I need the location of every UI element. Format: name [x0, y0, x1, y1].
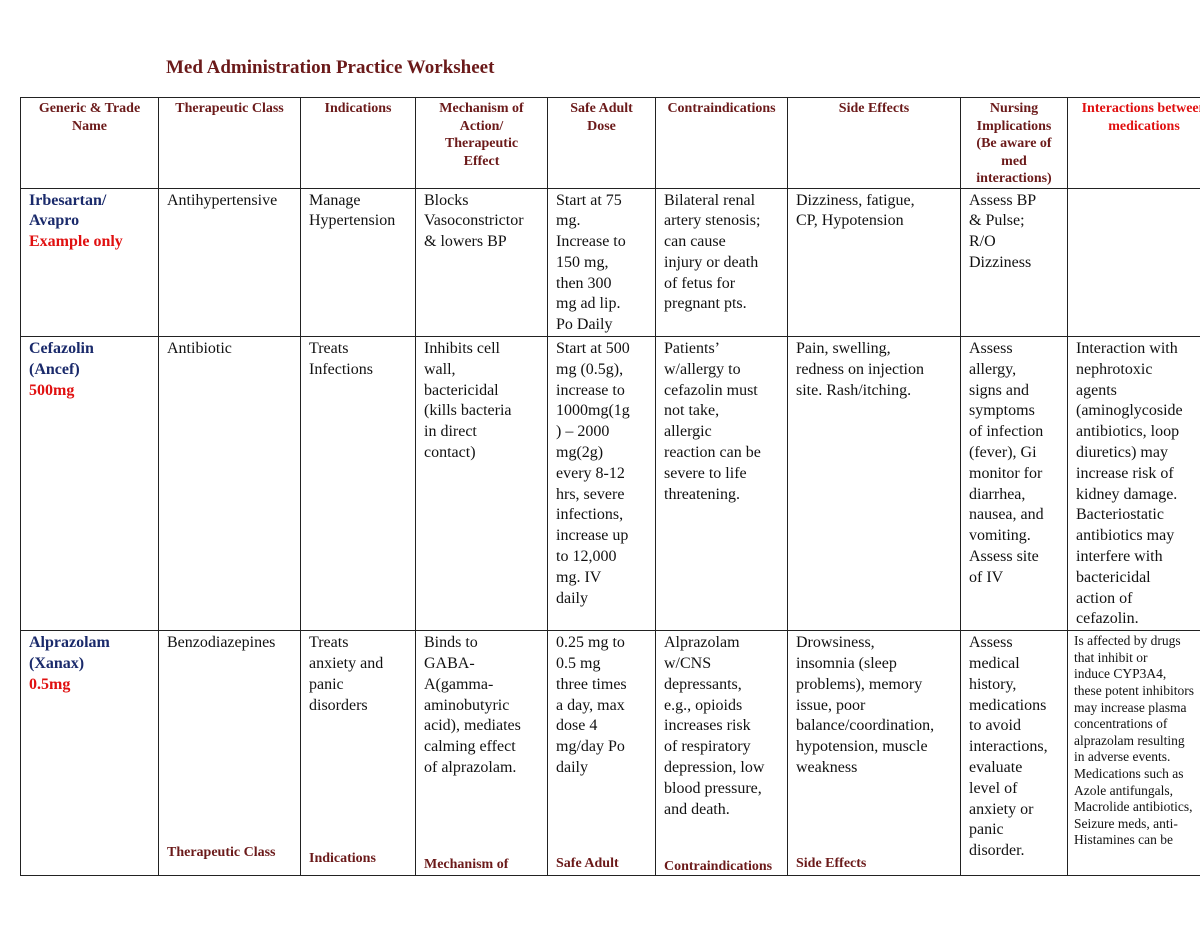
contra-cell: Patients’ w/allergy to cefazolin must no…: [655, 336, 788, 632]
page-title: Med Administration Practice Worksheet: [166, 57, 495, 78]
indications-cell: Treats anxiety and panic disorders Indica…: [300, 630, 416, 877]
drug-name: Irbesartan/ Avapro: [29, 191, 107, 230]
class-cell: Benzodiazepines Therapeutic Class: [158, 630, 301, 877]
header-cell: Contraindications: [655, 97, 788, 189]
contra-cell: Bilateral renal artery stenosis; can cau…: [655, 187, 788, 338]
header-cell: Indications: [300, 97, 416, 189]
contra-cell: Alprazolam w/CNS depressants, e.g., opio…: [655, 630, 788, 877]
mechanism-cell: Binds to GABA- A(gamma- aminobutyric aci…: [415, 630, 548, 877]
ghost-label: Side Effects: [796, 856, 867, 872]
drug-note: 500mg: [29, 381, 75, 399]
indications-cell: Manage Hypertension: [300, 187, 416, 338]
drug-name: Alprazolam (Xanax): [29, 634, 110, 673]
header-cell: Mechanism of Action/ Therapeutic Effect: [415, 97, 548, 189]
mechanism-text: Binds to GABA- A(gamma- aminobutyric aci…: [424, 634, 521, 777]
table-row: Cefazolin (Ancef) 500mg Antibiotic Treat…: [20, 336, 1200, 632]
drug-name-cell: Alprazolam (Xanax) 0.5mg: [20, 630, 159, 877]
header-cell: Interactions between medications: [1067, 97, 1200, 189]
table-row: Alprazolam (Xanax) 0.5mg Benzodiazepines T…: [20, 630, 1200, 877]
header-cell: Therapeutic Class: [158, 97, 301, 189]
indications-cell: Treats Infections: [300, 336, 416, 632]
nursing-cell: Assess BP & Pulse; R/O Dizziness: [960, 187, 1068, 338]
drug-name-cell: Irbesartan/ Avapro Example only: [20, 187, 159, 338]
interactions-cell: Interaction with nephrotoxic agents (ami…: [1067, 336, 1200, 632]
side-text: Drowsiness, insomnia (sleep problems), m…: [796, 634, 935, 777]
indications-text: Treats anxiety and panic disorders: [309, 634, 384, 714]
drug-note: 0.5mg: [29, 675, 71, 693]
drug-name-cell: Cefazolin (Ancef) 500mg: [20, 336, 159, 632]
drug-name: Cefazolin (Ancef): [29, 340, 94, 378]
ghost-label: Indications: [309, 851, 376, 867]
side-effects-cell: Drowsiness, insomnia (sleep problems), m…: [787, 630, 961, 877]
header-cell: Generic & Trade Name: [20, 97, 159, 189]
dose-text: 0.25 mg to 0.5 mg three times a day, max…: [556, 634, 627, 777]
dose-cell: Start at 500 mg (0.5g), increase to 1000…: [547, 336, 656, 632]
header-cell: Side Effects: [787, 97, 961, 189]
header-cell: Nursing Implications (Be aware of med in…: [960, 97, 1068, 189]
class-cell: Antibiotic: [158, 336, 301, 632]
interactions-cell: [1067, 187, 1200, 338]
header-cell: Safe Adult Dose: [547, 97, 656, 189]
side-effects-cell: Pain, swelling, redness on injection sit…: [787, 336, 961, 632]
class-cell: Antihypertensive: [158, 187, 301, 338]
mechanism-cell: Inhibits cell wall, bactericidal (kills …: [415, 336, 548, 632]
interactions-cell: Is affected by drugs that inhibit or ind…: [1067, 630, 1200, 877]
ghost-label: Safe Adult: [556, 856, 619, 872]
drug-note: Example only: [29, 233, 123, 251]
ghost-label: Mechanism of: [424, 857, 509, 873]
table-row: Irbesartan/ Avapro Example only Antihyper…: [20, 187, 1200, 338]
nursing-cell: Assess medical history, medications to a…: [960, 630, 1068, 877]
dose-cell: Start at 75 mg. Increase to 150 mg, then…: [547, 187, 656, 338]
worksheet-table: Generic & Trade Name Therapeutic Class I…: [20, 97, 1200, 877]
ghost-label: Therapeutic Class: [167, 845, 276, 861]
contra-text: Alprazolam w/CNS depressants, e.g., opio…: [664, 634, 765, 818]
side-effects-cell: Dizziness, fatigue, CP, Hypotension: [787, 187, 961, 338]
class-text: Benzodiazepines: [167, 634, 276, 652]
dose-cell: 0.25 mg to 0.5 mg three times a day, max…: [547, 630, 656, 877]
mechanism-cell: Blocks Vasoconstrictor & lowers BP: [415, 187, 548, 338]
nursing-cell: Assess allergy, signs and symptoms of in…: [960, 336, 1068, 632]
ghost-label: Contraindications: [664, 859, 773, 875]
header-row: Generic & Trade Name Therapeutic Class I…: [20, 97, 1200, 189]
